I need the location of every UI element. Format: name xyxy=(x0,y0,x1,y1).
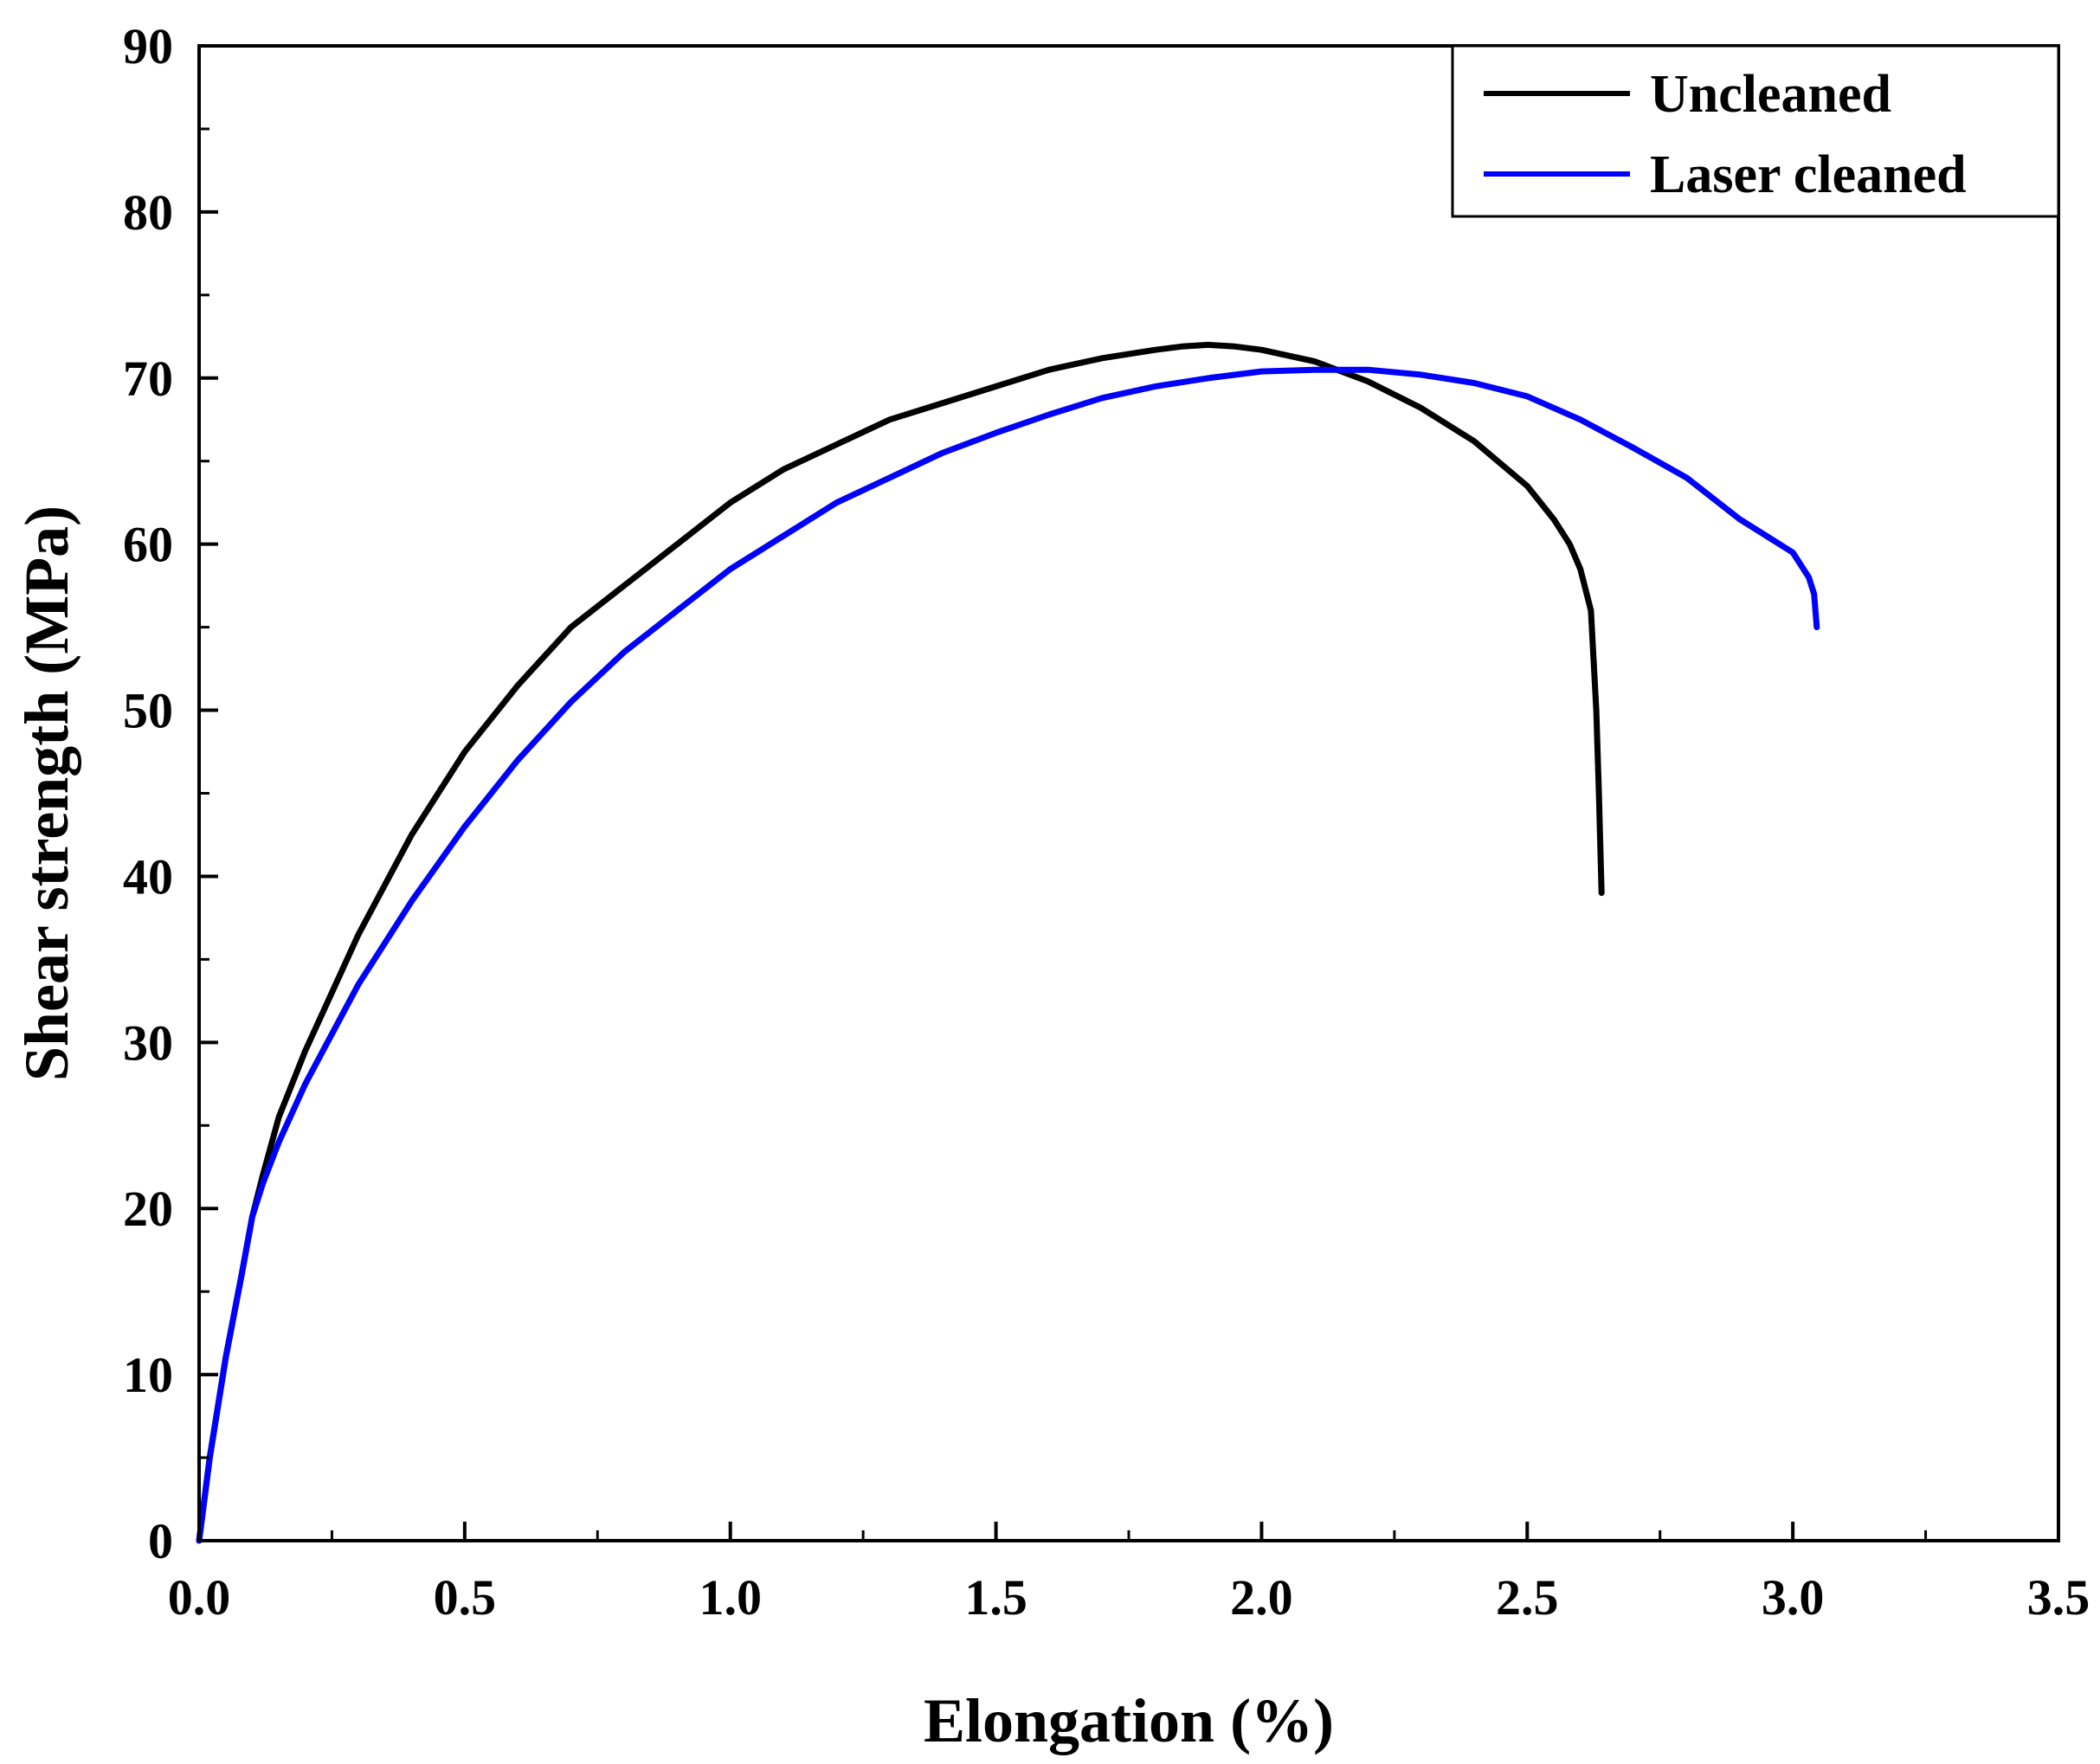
series-line-uncleaned xyxy=(196,341,1605,1544)
x-tick-label-5: 2.5 xyxy=(1496,1569,1559,1626)
x-tick-label-0: 0.0 xyxy=(168,1569,231,1626)
y-tick-label-2: 20 xyxy=(123,1181,173,1237)
y-axis-title: Shear strength (MPa) xyxy=(12,505,81,1081)
y-tick-label-8: 80 xyxy=(123,184,173,241)
x-tick-label-6: 3.0 xyxy=(1762,1569,1825,1626)
y-tick-label-7: 70 xyxy=(123,351,173,407)
x-axis-title: Elongation (%) xyxy=(924,1686,1334,1755)
x-tick-label-4: 2.0 xyxy=(1230,1569,1293,1626)
plot-frame xyxy=(197,44,2060,1542)
series-line-laser-cleaned xyxy=(196,366,1820,1544)
series-layer xyxy=(196,341,1820,1544)
y-tick-label-0: 0 xyxy=(148,1513,173,1569)
x-tick-label-3: 1.5 xyxy=(964,1569,1027,1626)
y-tick-label-6: 60 xyxy=(123,517,173,573)
y-tick-label-9: 90 xyxy=(123,18,173,74)
labels-layer: Elongation (%) Shear strength (MPa) xyxy=(12,505,1334,1755)
y-tick-label-1: 10 xyxy=(123,1347,173,1403)
x-tick-label-7: 3.5 xyxy=(2027,1569,2090,1626)
axes-layer: 0.0 0.5 1.0 1.5 2.0 2.5 3.0 3.5 0 10 20 30 40 50 60 70 8… xyxy=(123,18,2090,1626)
x-tick-label-1: 0.5 xyxy=(434,1569,497,1626)
y-tick-label-5: 50 xyxy=(123,683,173,739)
x-tick-label-2: 1.0 xyxy=(699,1569,762,1626)
legend-box xyxy=(1451,44,2060,218)
legend-label-laser-cleaned: Laser cleaned xyxy=(1650,145,1967,204)
legend: Uncleaned Laser cleaned xyxy=(1451,44,2060,218)
legend-label-uncleaned: Uncleaned xyxy=(1650,65,1891,124)
y-tick-label-4: 40 xyxy=(123,848,173,905)
y-tick-label-3: 30 xyxy=(123,1014,173,1071)
